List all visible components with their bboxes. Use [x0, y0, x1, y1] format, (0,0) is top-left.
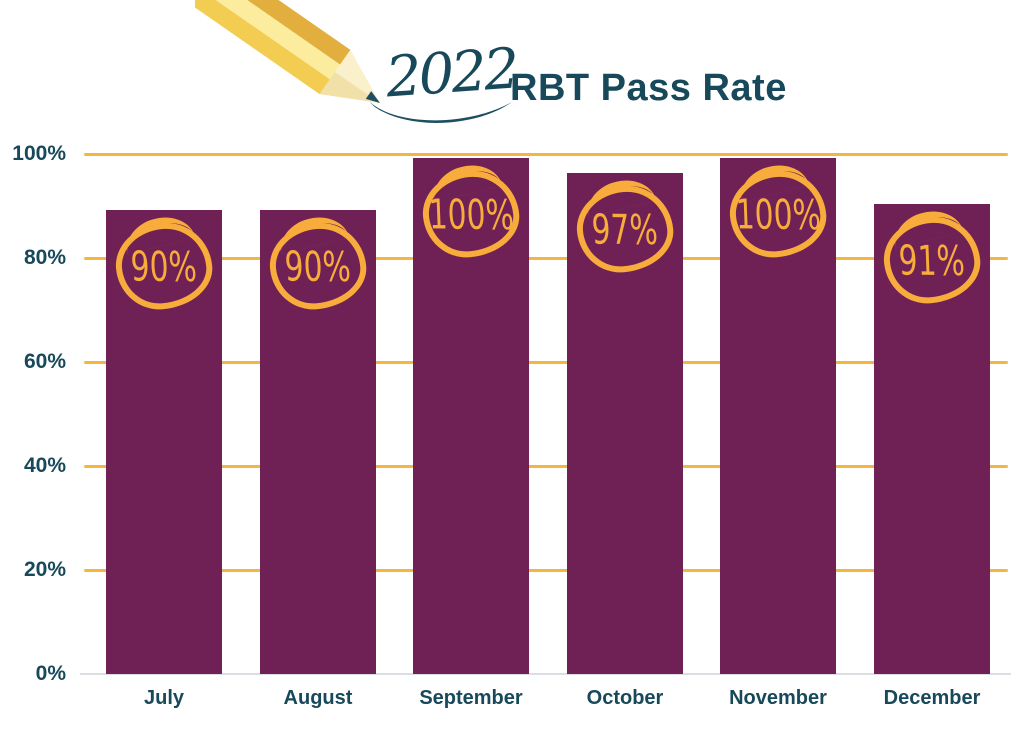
gridline-40: [84, 464, 1008, 468]
value-label-december: 91%: [898, 235, 966, 285]
title-year: 2022: [383, 36, 519, 111]
value-label-october: 97%: [591, 204, 659, 254]
y-tick-label-20: 20%: [23, 558, 66, 581]
y-tick-label-100: 100%: [12, 142, 66, 165]
bar-december: 91%: [874, 204, 990, 674]
x-tick-label-august: August: [283, 687, 353, 709]
gridline-80: [84, 256, 1008, 260]
value-label-november: 100%: [734, 189, 822, 239]
pencil-facet-middle: [215, 0, 341, 80]
y-tick-label-40: 40%: [23, 454, 66, 477]
value-circle-october: 97%: [573, 181, 677, 277]
value-circle-november: 100%: [726, 166, 830, 262]
value-circle-september: 100%: [419, 166, 523, 262]
gridline-20: [84, 568, 1008, 572]
value-circle-august: 90%: [266, 218, 370, 314]
x-tick-label-july: July: [143, 687, 185, 709]
pencil-facet-bottom: [195, 0, 330, 95]
value-circle-december: 91%: [880, 212, 984, 308]
pencil-icon: [195, 0, 380, 103]
gridline-100: [84, 152, 1008, 156]
x-axis-baseline: [80, 673, 1011, 675]
underline-swoosh-icon: [370, 102, 512, 123]
y-tick-label-80: 80%: [23, 246, 66, 269]
x-tick-label-november: November: [729, 687, 827, 709]
pencil-tip: [365, 91, 380, 103]
value-label-july: 90%: [130, 241, 198, 291]
value-circle-july: 90%: [112, 218, 216, 314]
gridline-60: [84, 360, 1008, 364]
x-tick-label-december: December: [883, 687, 981, 709]
bar-november: 100%: [720, 158, 836, 674]
y-tick-label-0: 0%: [35, 662, 66, 685]
value-label-september: 100%: [427, 189, 515, 239]
pencil-wood-shade: [319, 72, 380, 103]
chart-title: RBT Pass Rate: [510, 67, 787, 109]
bar-september: 100%: [413, 158, 529, 674]
x-tick-label-october: October: [586, 687, 664, 709]
bar-july: 90%: [106, 210, 222, 674]
pencil-wood-light: [335, 49, 380, 103]
bar-august: 90%: [260, 210, 376, 674]
value-label-august: 90%: [284, 241, 352, 291]
x-tick-label-september: September: [419, 687, 523, 709]
y-tick-label-60: 60%: [23, 350, 66, 373]
pencil-facet-top: [247, 0, 351, 65]
bar-october: 97%: [567, 173, 683, 674]
